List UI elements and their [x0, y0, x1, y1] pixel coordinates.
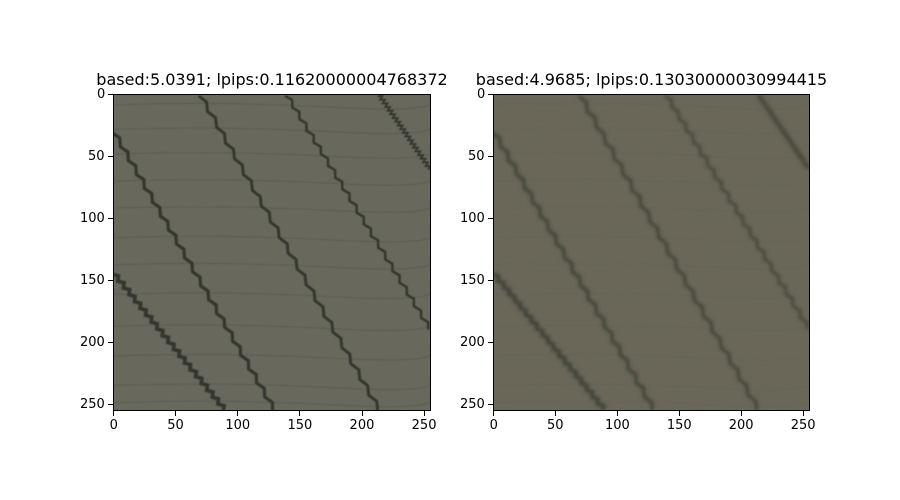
- y-tick-label: 50: [88, 149, 105, 165]
- y-tick-mark: [488, 94, 493, 96]
- joint-line: [114, 173, 430, 186]
- y-tick-mark: [488, 279, 493, 281]
- x-tick-mark: [175, 411, 177, 416]
- crack-line: [494, 132, 654, 410]
- y-tick-label: 250: [460, 396, 485, 412]
- left-image-frame: [113, 94, 431, 411]
- x-tick-label: 50: [167, 418, 184, 433]
- y-tick-label: 100: [80, 210, 105, 226]
- x-tick-mark: [113, 411, 115, 416]
- x-tick-mark: [493, 411, 495, 416]
- y-tick-label: 50: [468, 149, 485, 165]
- crack-line: [114, 132, 275, 410]
- crack-line: [577, 95, 759, 410]
- y-tick-mark: [108, 279, 113, 281]
- joint-line: [114, 395, 430, 408]
- x-tick-label: 150: [666, 418, 692, 433]
- crack-line: [284, 95, 430, 330]
- crack-line: [756, 95, 809, 171]
- joint-line: [494, 395, 809, 408]
- joint-line: [494, 122, 809, 135]
- y-tick-mark: [488, 403, 493, 405]
- y-tick-mark: [108, 403, 113, 405]
- y-tick-label: 150: [460, 272, 485, 288]
- crack-line: [663, 95, 809, 330]
- x-tick-label: 150: [287, 418, 313, 433]
- joint-line: [114, 348, 430, 361]
- crack-line: [197, 95, 380, 410]
- y-tick-mark: [108, 341, 113, 343]
- y-tick-mark: [108, 94, 113, 96]
- x-tick-mark: [237, 411, 239, 416]
- x-tick-label: 250: [790, 418, 816, 433]
- joint-line: [114, 318, 430, 332]
- x-tick-mark: [361, 411, 363, 416]
- joint-line: [494, 200, 809, 214]
- x-tick-label: 0: [489, 418, 498, 433]
- right-asphalt-image: [494, 95, 809, 410]
- y-tick-mark: [488, 341, 493, 343]
- y-tick-mark: [488, 217, 493, 219]
- joint-line: [494, 97, 809, 110]
- joint-line: [114, 257, 430, 270]
- x-tick-mark: [555, 411, 557, 416]
- x-tick-mark: [740, 411, 742, 416]
- y-tick-label: 0: [97, 87, 106, 103]
- joint-line: [494, 378, 809, 391]
- x-tick-label: 0: [109, 418, 118, 433]
- crack-line: [114, 272, 227, 410]
- crack-line: [494, 272, 606, 410]
- x-tick-label: 250: [411, 418, 437, 433]
- y-tick-label: 250: [80, 396, 105, 412]
- y-tick-label: 150: [80, 272, 105, 288]
- joint-line: [494, 318, 809, 332]
- right-panel-title: based:4.9685; lpips:0.13030000030994415: [475, 70, 828, 89]
- joint-line: [494, 173, 809, 186]
- y-tick-label: 0: [477, 87, 486, 103]
- x-tick-mark: [678, 411, 680, 416]
- joint-line: [114, 122, 430, 135]
- joint-line: [114, 378, 430, 391]
- joint-line: [494, 230, 809, 243]
- x-tick-mark: [616, 411, 618, 416]
- y-tick-mark: [108, 217, 113, 219]
- joint-line: [114, 286, 430, 300]
- left-panel-title: based:5.0391; lpips:0.11620000004768372: [96, 70, 448, 89]
- joint-line: [494, 257, 809, 270]
- joint-line: [114, 146, 430, 159]
- joint-line: [114, 97, 430, 110]
- x-tick-label: 100: [604, 418, 630, 433]
- joint-line: [114, 200, 430, 214]
- x-tick-label: 100: [225, 418, 251, 433]
- left-asphalt-image: [114, 95, 430, 410]
- right-image-frame: [493, 94, 810, 411]
- y-tick-mark: [108, 156, 113, 158]
- x-tick-mark: [802, 411, 804, 416]
- x-tick-mark: [299, 411, 301, 416]
- y-tick-label: 100: [460, 210, 485, 226]
- joint-line: [494, 286, 809, 300]
- x-tick-label: 50: [547, 418, 564, 433]
- joint-line: [494, 348, 809, 361]
- x-tick-label: 200: [349, 418, 375, 433]
- crack-line: [377, 95, 430, 171]
- y-tick-label: 200: [80, 334, 105, 350]
- y-tick-label: 200: [460, 334, 485, 350]
- y-tick-mark: [488, 156, 493, 158]
- x-tick-label: 200: [728, 418, 754, 433]
- x-tick-mark: [423, 411, 425, 416]
